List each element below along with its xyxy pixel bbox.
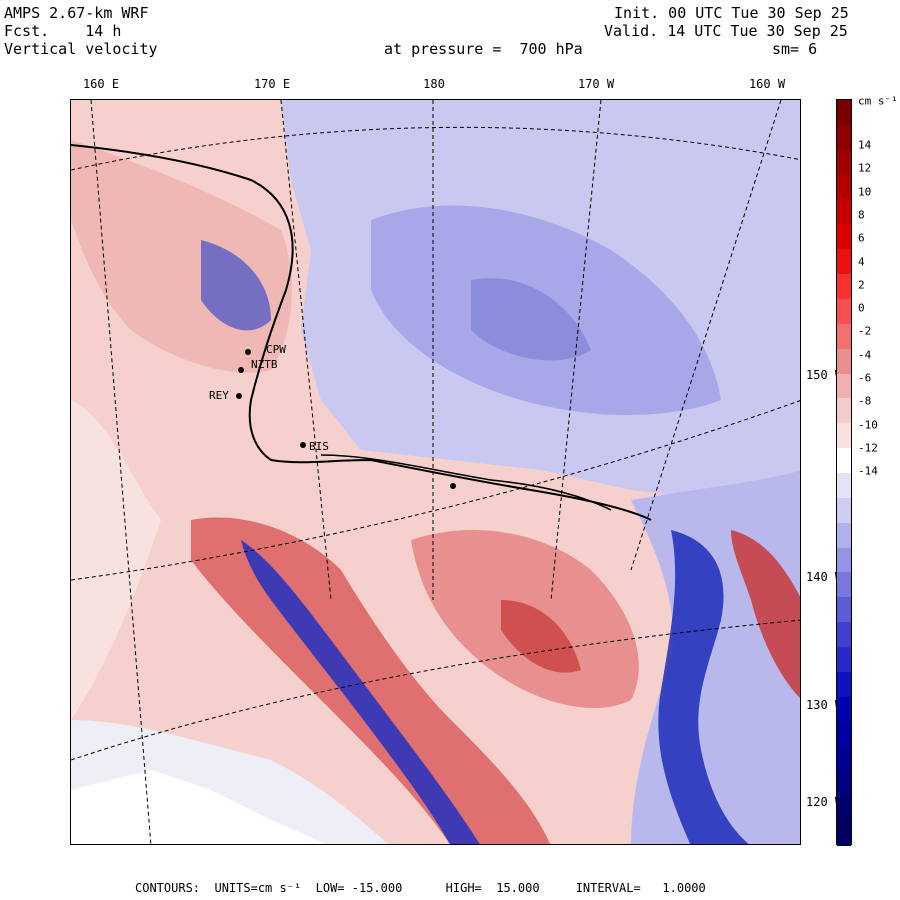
colorbar-segment [837, 373, 851, 399]
forecast-hour: Fcst. 14 h [4, 22, 122, 40]
colorbar-units: cm s⁻¹ [858, 94, 898, 108]
nw-downward-region [201, 240, 271, 331]
colorbar-segment [837, 597, 851, 623]
central-upward-core [501, 600, 581, 673]
meridian-160e [90, 100, 152, 844]
colorbar-segment [837, 348, 851, 375]
colorbar-segment [837, 274, 851, 300]
east-downward-band [658, 530, 749, 844]
station-nztb-label: NZTB [251, 358, 278, 371]
lon-label-160e: 160 E [82, 77, 120, 91]
pressure-level: at pressure = 700 hPa [384, 40, 583, 58]
mountain-downward-band [241, 540, 480, 844]
colorbar-segment [837, 224, 851, 250]
colorbar-tick-label: -4 [858, 348, 872, 362]
no-data-region [71, 770, 327, 844]
model-title: AMPS 2.67-km WRF [4, 4, 149, 22]
colorbar-tick-label: 12 [858, 161, 872, 175]
variable-name: Vertical velocity [4, 40, 158, 58]
colorbar-tick-label: -8 [858, 394, 872, 408]
colorbar-tick-label: -14 [858, 464, 878, 478]
colorbar-segment [837, 746, 851, 772]
colorbar-segment [837, 522, 851, 549]
valid-time: Valid. 14 UTC Tue 30 Sep 25 [604, 22, 848, 40]
colorbar-segment [837, 149, 851, 176]
colorbar-segment [837, 448, 851, 474]
contour-info: CONTOURS: UNITS=cm s⁻¹ LOW= -15.000 HIGH… [135, 881, 706, 895]
station-cpw-dot [245, 349, 251, 355]
colorbar-segment [837, 199, 851, 225]
colorbar-tick-label: 10 [858, 185, 872, 199]
west-pale-region [71, 400, 161, 720]
colorbar-tick-label: -6 [858, 371, 872, 385]
colorbar-segment [837, 249, 851, 275]
colorbar-segment [837, 821, 851, 847]
descent-region-2 [471, 278, 591, 361]
colorbar-tick-label: 2 [858, 278, 865, 292]
colorbar-tick-label: 0 [858, 301, 865, 315]
map-canvas [71, 100, 800, 844]
east-upward-band [731, 530, 800, 698]
colorbar-segment [837, 547, 851, 573]
lon-label-170w: 170 W [577, 77, 615, 91]
colorbar-segment [837, 100, 851, 126]
station-nztb-dot [238, 367, 244, 373]
colorbar-segment [837, 174, 851, 200]
lon-label-160w: 160 W [748, 77, 786, 91]
colorbar-segment [837, 398, 851, 424]
vertical-velocity-map: CPW NZTB REY BIS [70, 99, 801, 845]
colorbar-segment [837, 721, 851, 748]
graticule [71, 100, 800, 844]
colorbar-tick-label: 4 [858, 255, 865, 268]
colorbar-segment [837, 796, 851, 822]
parallel-mid [71, 400, 800, 581]
colorbar-segment [837, 572, 851, 598]
station-rey-label: REY [209, 389, 229, 402]
station-rey-dot [236, 393, 242, 399]
colorbar-segment [837, 298, 851, 325]
station-bis-label: BIS [309, 440, 329, 453]
colorbar-tick-label: -2 [858, 324, 872, 338]
colorbar-segment [837, 647, 851, 673]
lon-label-180: 180 [423, 77, 445, 91]
colorbar-tick-label: 6 [858, 231, 865, 245]
station-cpw-label: CPW [266, 343, 286, 356]
meridian-160w [630, 100, 782, 571]
colorbar-segment [837, 124, 851, 151]
colorbar-segment [837, 497, 851, 524]
colorbar-segment [837, 423, 851, 449]
colorbar-tick-label: 14 [858, 138, 872, 152]
colorbar-segment [837, 771, 851, 797]
parallel-south [71, 619, 800, 761]
colorbar-tick-label: -12 [858, 441, 878, 455]
station-bis-dot [300, 442, 306, 448]
smoothing-label: sm= 6 [772, 40, 818, 58]
station-marker-dot [450, 483, 456, 489]
parallel-north [71, 126, 800, 171]
lon-label-170e: 170 E [253, 77, 291, 91]
coastline [71, 144, 652, 521]
colorbar-segment [837, 622, 851, 648]
ice-shelf-edge [320, 454, 612, 511]
colorbar-segment [837, 323, 851, 350]
colorbar-tick-label: -10 [858, 418, 878, 432]
colorbar-segment [837, 696, 851, 723]
colorbar-segment [837, 671, 851, 698]
init-time: Init. 00 UTC Tue 30 Sep 25 [614, 4, 849, 22]
colorbar-tick-label: 8 [858, 208, 865, 222]
colorbar [836, 99, 852, 847]
colorbar-segment [837, 473, 851, 499]
